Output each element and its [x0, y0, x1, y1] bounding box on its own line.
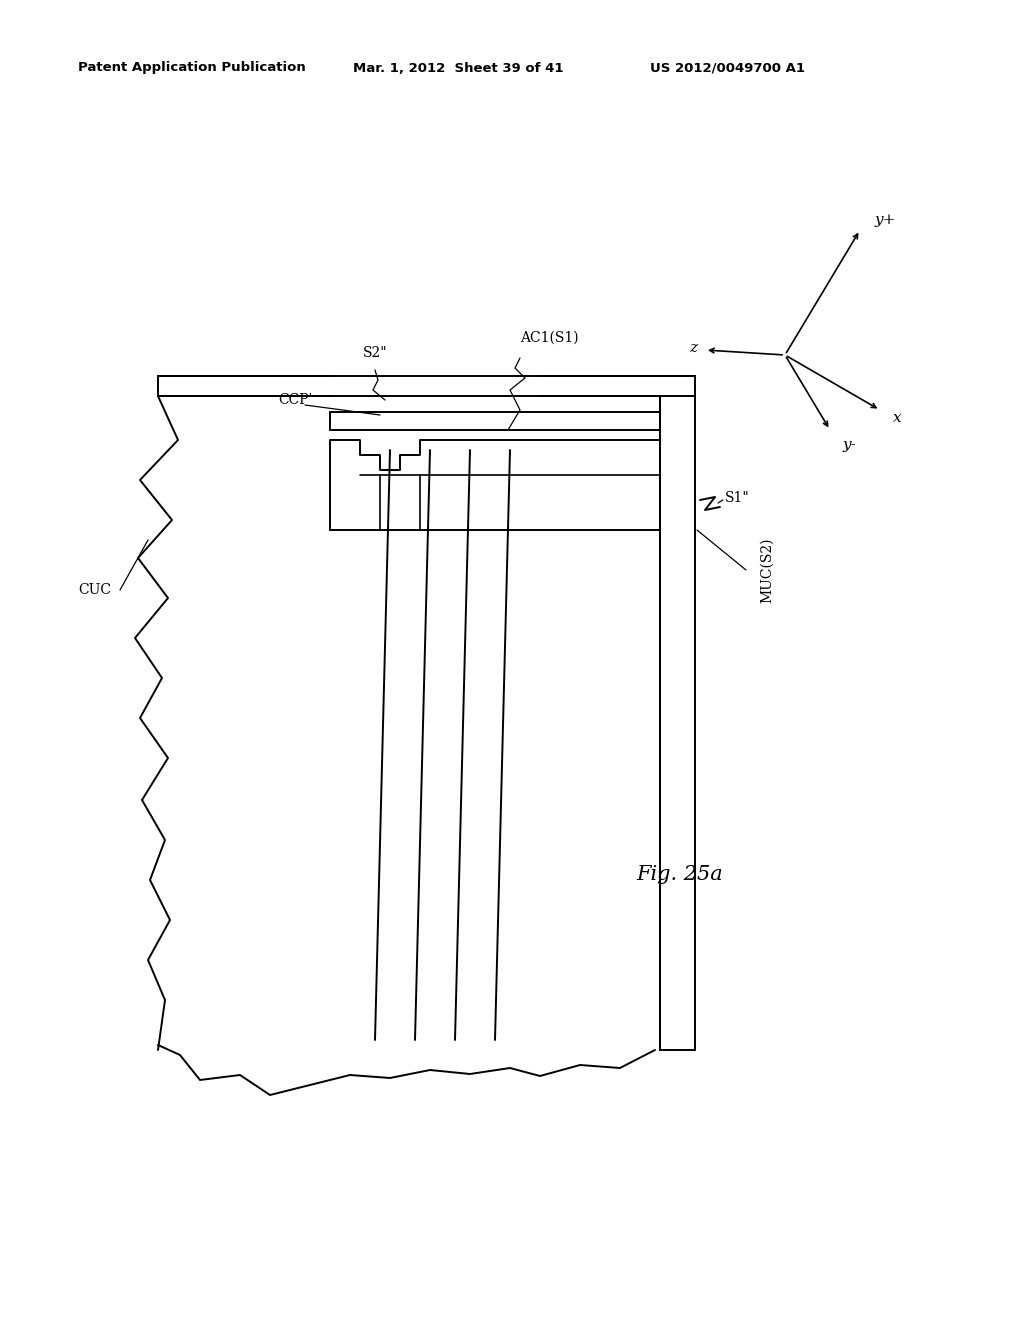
Text: Patent Application Publication: Patent Application Publication — [78, 62, 306, 74]
Text: S2": S2" — [362, 346, 387, 360]
Text: z: z — [689, 341, 697, 355]
Text: Fig. 25a: Fig. 25a — [637, 866, 723, 884]
Text: y-: y- — [843, 438, 857, 451]
Text: AC1(S1): AC1(S1) — [520, 331, 579, 345]
Text: CCP': CCP' — [278, 393, 312, 407]
Text: Mar. 1, 2012  Sheet 39 of 41: Mar. 1, 2012 Sheet 39 of 41 — [353, 62, 563, 74]
Text: US 2012/0049700 A1: US 2012/0049700 A1 — [650, 62, 805, 74]
Text: x: x — [893, 411, 901, 425]
Text: CUC: CUC — [78, 583, 111, 597]
Text: y+: y+ — [874, 213, 896, 227]
Text: MUC(S2): MUC(S2) — [760, 537, 774, 603]
Text: S1": S1" — [725, 491, 750, 506]
